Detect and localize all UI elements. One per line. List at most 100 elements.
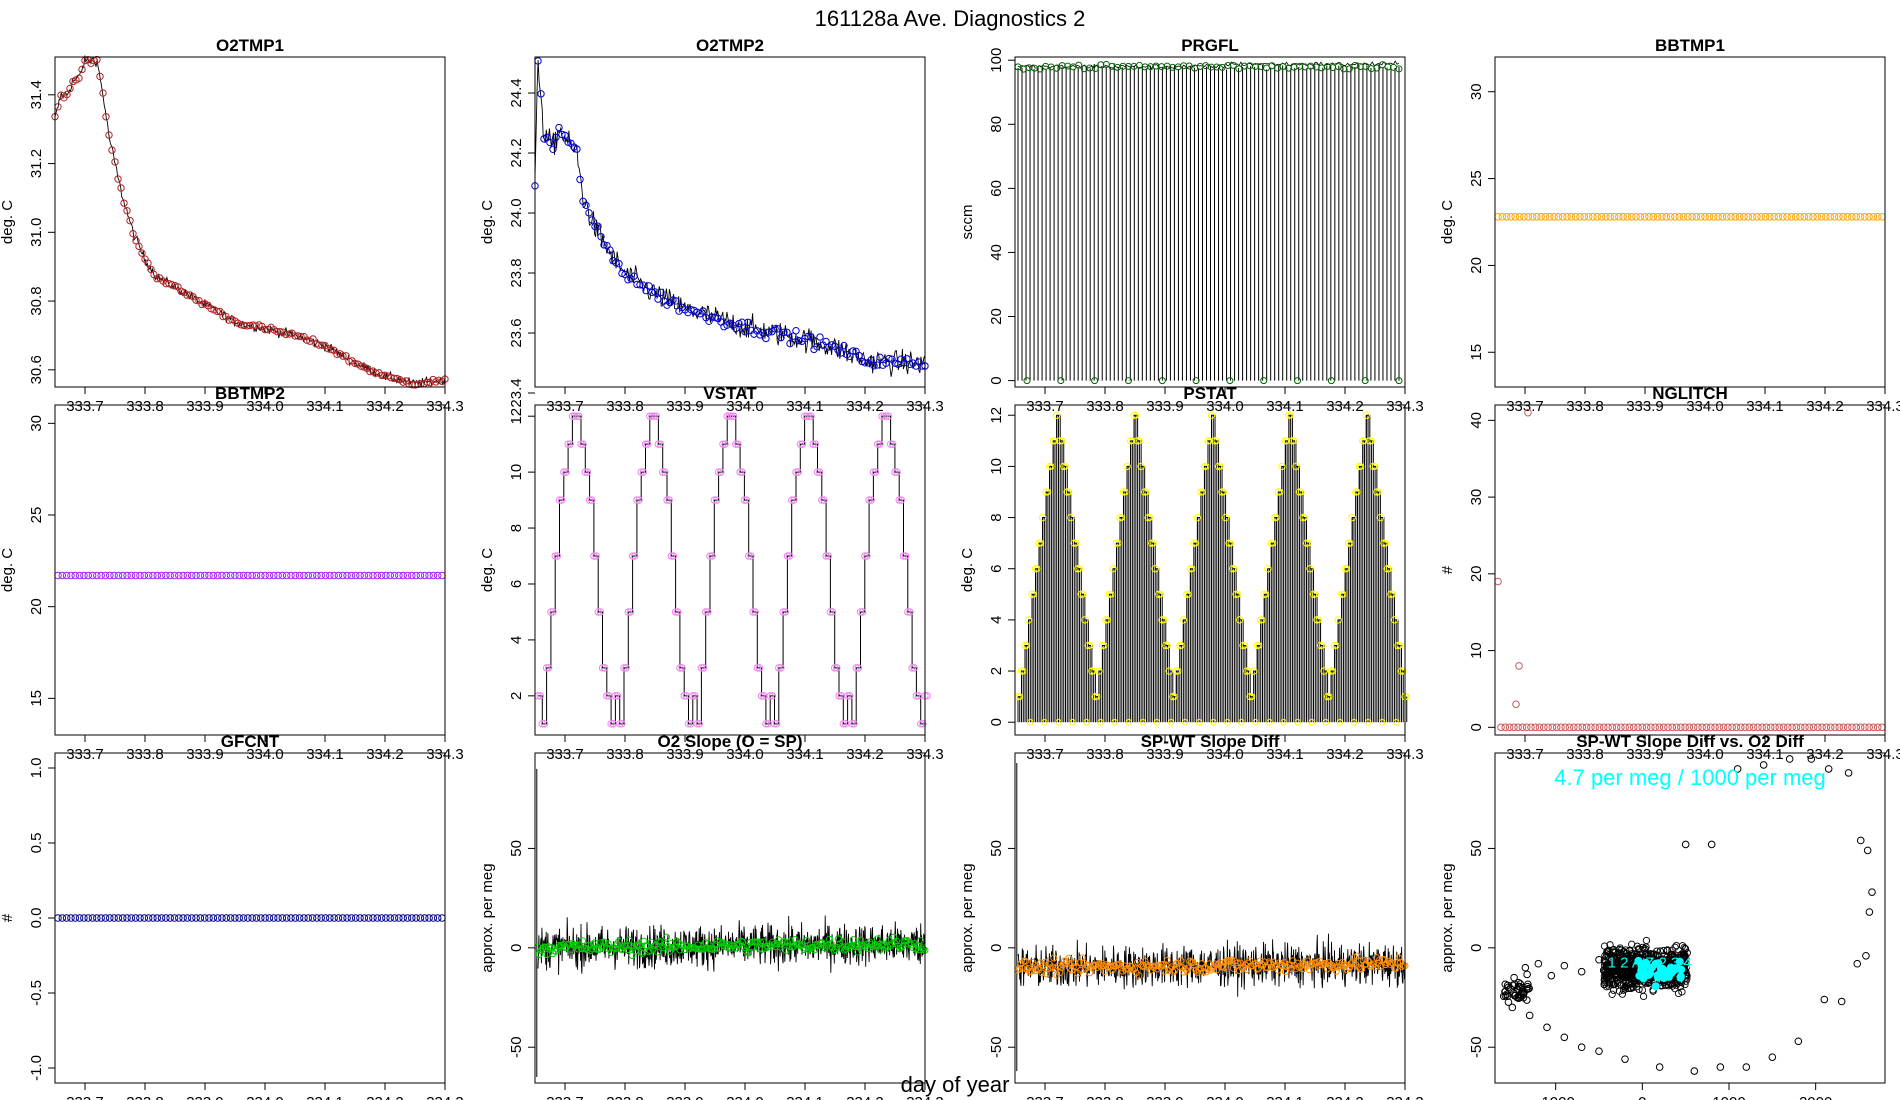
data-point xyxy=(657,938,665,946)
data-point xyxy=(369,571,377,580)
x-tick-label: 333.7 xyxy=(546,746,584,763)
data-point xyxy=(1524,212,1533,221)
data-point xyxy=(1744,212,1753,221)
data-point xyxy=(1865,908,1874,916)
data-point xyxy=(179,571,187,580)
data-point xyxy=(1534,959,1543,968)
data-point xyxy=(93,571,101,580)
data-point xyxy=(1395,65,1403,73)
data-point xyxy=(1681,945,1690,953)
data-point xyxy=(1389,591,1396,598)
data-point xyxy=(1028,590,1036,599)
data-point xyxy=(1638,723,1647,732)
data-point xyxy=(196,571,205,580)
data-point xyxy=(738,468,746,476)
data-point xyxy=(1636,212,1645,221)
x-tick-label: 334.2 xyxy=(1806,746,1844,763)
data-point xyxy=(1807,755,1816,763)
data-point xyxy=(699,664,708,672)
panel-title: SP-WT Slope Diff vs. O2 Diff xyxy=(1576,732,1804,751)
data-point xyxy=(1702,723,1711,732)
data-overlay-point xyxy=(1675,957,1684,966)
data-point xyxy=(1689,723,1698,732)
data-point xyxy=(740,496,749,504)
y-tick-label: 20 xyxy=(988,308,1005,325)
data-point xyxy=(1308,718,1316,726)
data-point xyxy=(1050,954,1058,962)
data-point xyxy=(196,914,205,922)
data-point xyxy=(867,496,875,504)
data-point xyxy=(917,936,925,944)
data-point xyxy=(1067,513,1075,522)
data-point xyxy=(669,296,677,304)
data-point xyxy=(1177,957,1185,965)
data-point xyxy=(1063,958,1071,966)
data-point xyxy=(1775,723,1784,732)
y-tick-label: 24.0 xyxy=(508,198,525,227)
data-point xyxy=(66,84,74,93)
data-point xyxy=(209,914,218,922)
data-point xyxy=(906,939,914,947)
data-point xyxy=(1364,956,1372,964)
data-point xyxy=(269,571,278,580)
data-point xyxy=(75,74,83,82)
data-point xyxy=(1787,212,1796,221)
data-marks xyxy=(531,57,929,377)
data-point xyxy=(1077,590,1086,599)
data-point xyxy=(295,571,304,580)
data-point xyxy=(1107,591,1115,598)
data-point xyxy=(1668,982,1677,990)
data-point xyxy=(412,914,420,922)
data-point xyxy=(219,312,227,321)
data-point xyxy=(1774,212,1783,221)
data-point xyxy=(1531,723,1540,732)
data-point xyxy=(235,571,244,580)
data-point xyxy=(1316,641,1325,650)
data-point xyxy=(377,914,386,922)
data-point xyxy=(175,571,183,580)
data-marks xyxy=(1014,60,1403,385)
data-point xyxy=(1033,965,1041,973)
y-tick-label: 30 xyxy=(28,415,45,432)
data-point xyxy=(1243,966,1251,974)
data-point xyxy=(1852,212,1860,221)
data-point xyxy=(1616,951,1625,959)
data-point xyxy=(1649,212,1658,221)
plot-frame xyxy=(1494,752,1886,1084)
panel-bbtmp2: BBTMP2 deg. C 333.7 333.8 333.9 334.0 334.1 334… xyxy=(0,384,464,763)
data-point xyxy=(356,914,364,922)
x-tick-label: 333.9 xyxy=(186,1094,224,1100)
data-point xyxy=(205,571,213,580)
data-point xyxy=(1095,667,1103,675)
panel-title: BBTMP1 xyxy=(1655,36,1725,55)
data-point xyxy=(1234,959,1242,967)
data-point xyxy=(1715,723,1724,732)
data-point xyxy=(1147,539,1156,547)
data-point xyxy=(615,937,623,945)
data-point xyxy=(287,571,295,580)
data-point xyxy=(857,936,865,944)
data-point xyxy=(205,914,213,922)
data-point xyxy=(648,288,656,297)
panel-nglitch: NGLITCH #333.7 333.8 333.9 334.0 334.1 334.2 33… xyxy=(1439,384,1900,763)
x-tick-label: 333.9 xyxy=(1626,398,1664,415)
data-point xyxy=(1114,539,1122,547)
x-tick-label: 334.2 xyxy=(366,398,404,415)
data-point xyxy=(1204,437,1212,445)
data-point xyxy=(1621,723,1629,732)
y-tick-label: 23.4 xyxy=(508,378,525,407)
x-tick-label: 334.0 xyxy=(1206,398,1244,415)
data-point xyxy=(131,571,140,580)
data-point xyxy=(1501,988,1509,996)
data-point xyxy=(300,571,308,580)
data-point xyxy=(1375,488,1382,496)
data-point xyxy=(1513,993,1521,1002)
data-point xyxy=(88,914,97,922)
data-point xyxy=(166,571,174,580)
data-point xyxy=(790,496,798,504)
data-point xyxy=(330,571,338,580)
data-point xyxy=(628,552,637,560)
data-point xyxy=(1132,411,1140,419)
data-point xyxy=(313,571,321,580)
